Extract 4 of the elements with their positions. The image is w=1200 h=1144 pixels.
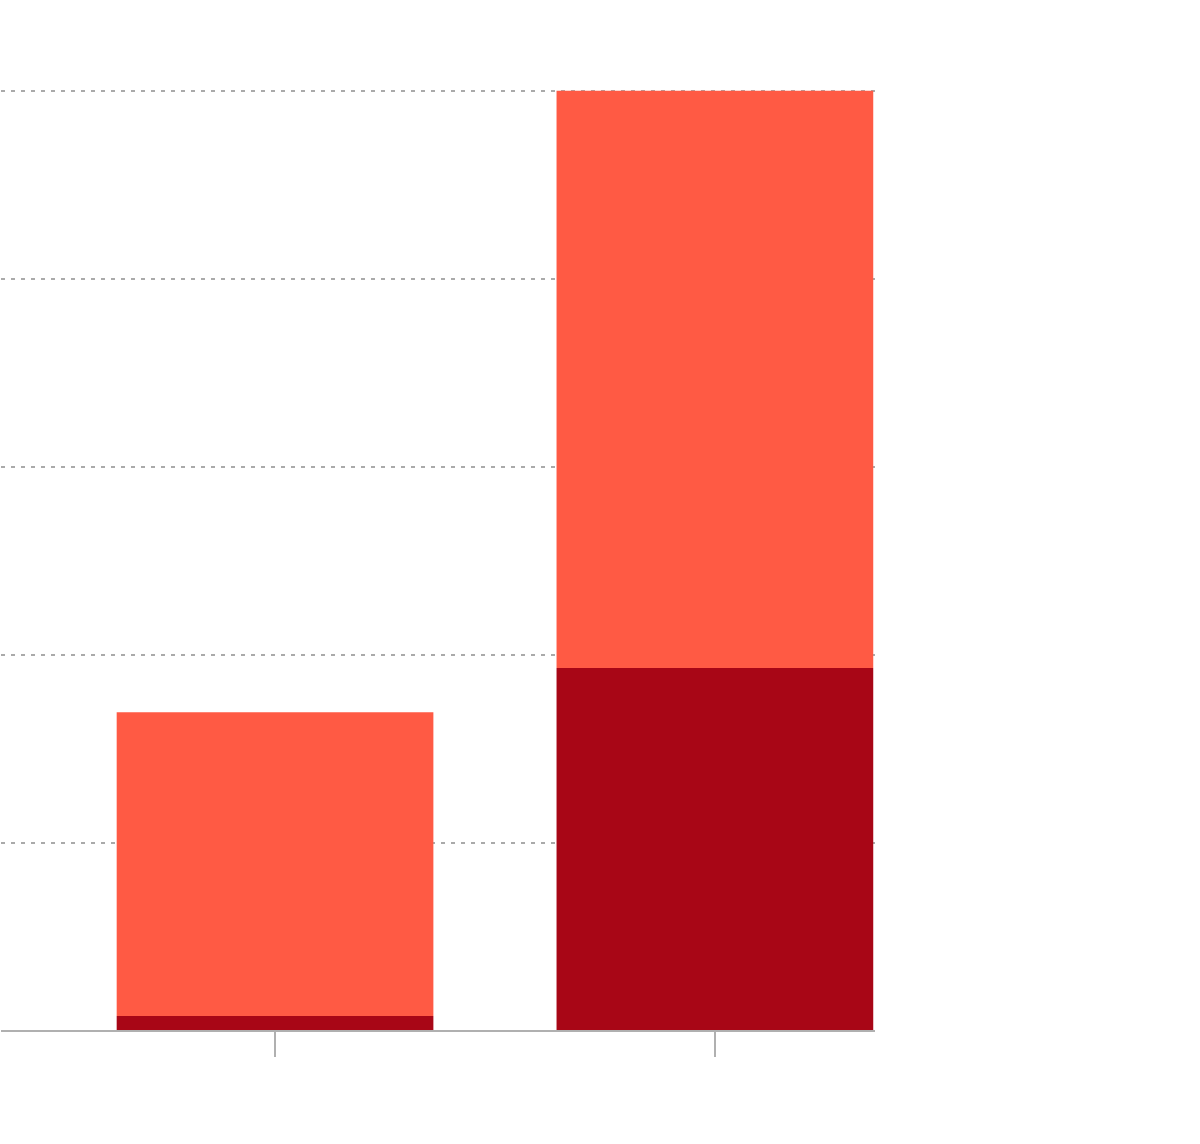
bar bbox=[556, 668, 874, 1031]
bar bbox=[556, 90, 874, 669]
bar bbox=[116, 1015, 434, 1031]
bar bbox=[116, 712, 434, 1016]
